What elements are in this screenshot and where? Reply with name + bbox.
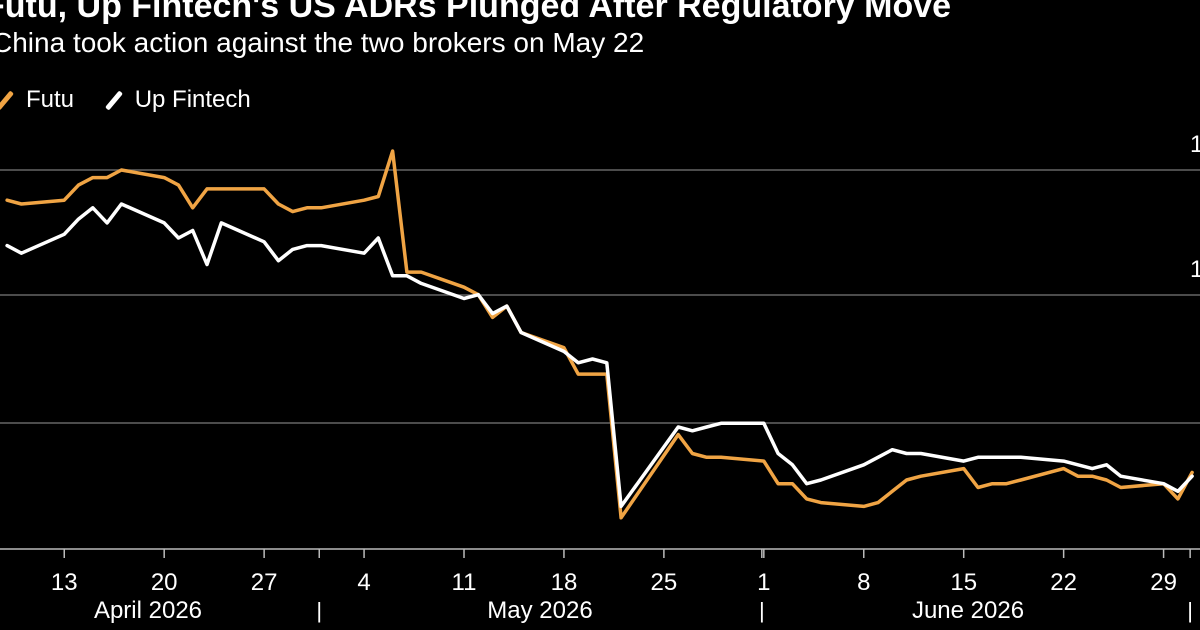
x-tick-label-1: 20 xyxy=(151,569,178,596)
x-tick-label-2: 27 xyxy=(251,569,278,596)
legend-label-futu: Futu xyxy=(26,86,75,113)
x-tick-label-6: 25 xyxy=(651,569,678,596)
x-tick-label-8: 8 xyxy=(857,569,870,596)
x-group-label-0: April 2026 xyxy=(94,597,202,624)
x-tick-label-9: 15 xyxy=(950,569,977,596)
month-separator-2: | xyxy=(1187,598,1193,623)
x-tick-label-7: 1 xyxy=(757,569,770,596)
series-line-up-fintech xyxy=(5,202,1194,509)
y-tick-label-1: 1 xyxy=(1190,256,1200,283)
legend-entry-up-fintech: Up Fintech xyxy=(103,86,251,114)
x-tick-label-10: 22 xyxy=(1050,569,1077,596)
x-tick-label-11: 29 xyxy=(1150,569,1177,596)
legend: Futu Up Fintech xyxy=(0,86,273,114)
x-group-label-2: June 2026 xyxy=(912,597,1024,624)
series-line-futu xyxy=(5,149,1194,520)
legend-entry-futu: Futu xyxy=(0,86,74,114)
x-tick-label-5: 18 xyxy=(551,569,578,596)
month-separator-1: | xyxy=(759,598,765,623)
x-tick-label-4: 11 xyxy=(452,569,477,596)
chart-subtitle: China took action against the two broker… xyxy=(0,27,645,58)
legend-label-up-fintech: Up Fintech xyxy=(134,86,251,113)
x-tick-label-3: 4 xyxy=(357,569,370,596)
chart-title: Futu, Up Fintech's US ADRs Plunged After… xyxy=(0,0,952,25)
x-group-label-1: May 2026 xyxy=(487,597,592,624)
y-tick-label-0: 1 xyxy=(1190,131,1200,158)
month-separator-0: | xyxy=(316,598,322,623)
x-tick-label-0: 13 xyxy=(51,569,78,596)
